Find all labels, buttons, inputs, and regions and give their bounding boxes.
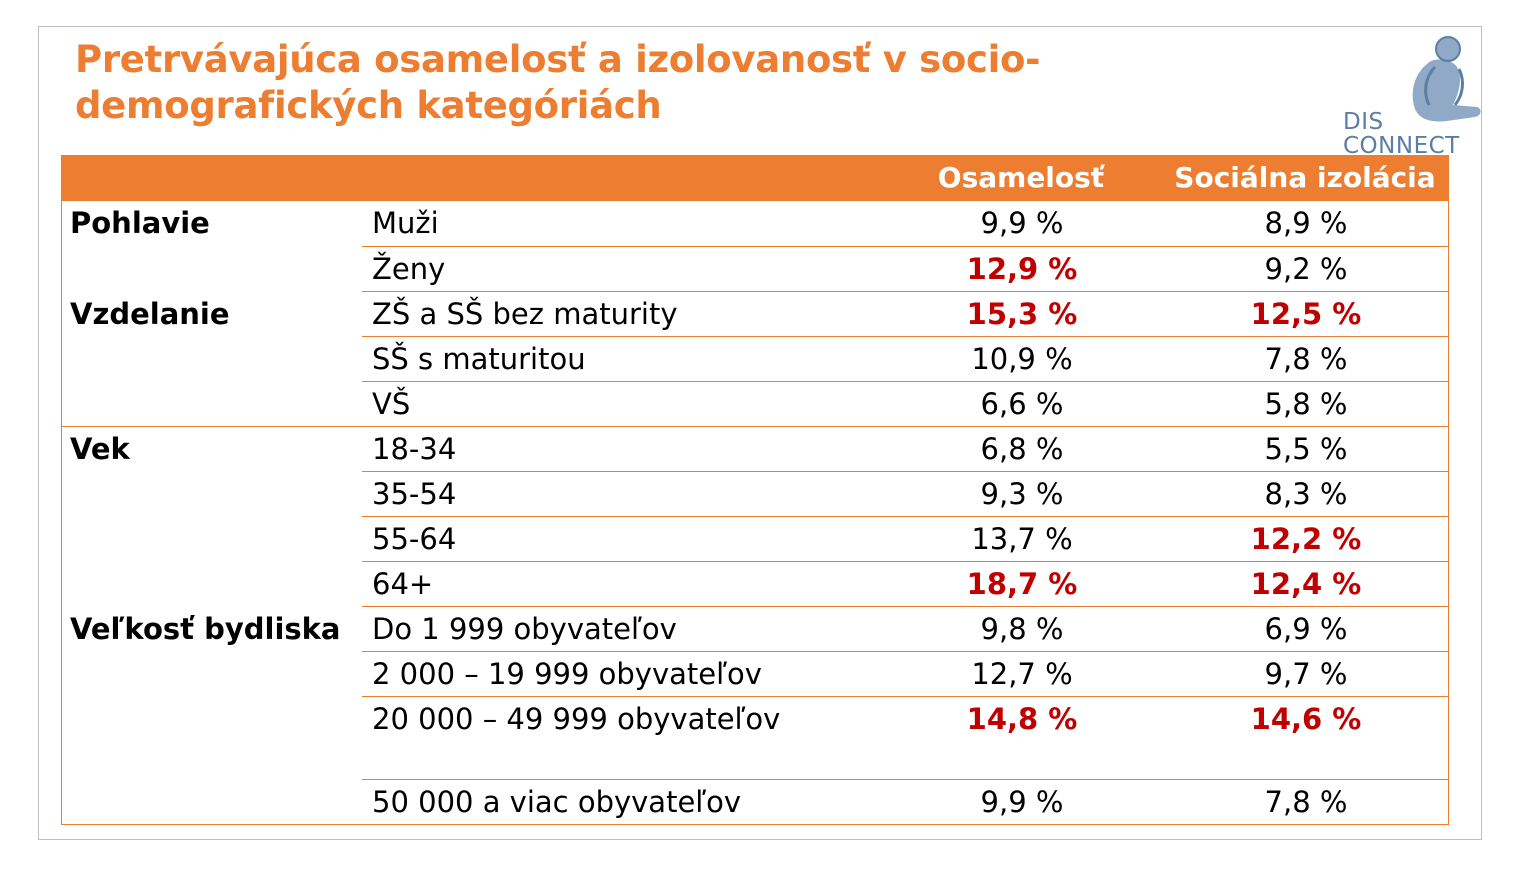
table-row: 50 000 a viac obyvateľov 9,9 % 7,8 % — [62, 778, 1448, 824]
row-category: Pohlavie — [70, 206, 210, 240]
column-header-osamelost: Osamelosť — [937, 161, 1105, 194]
cell-izolacia: 8,9 % — [1264, 206, 1348, 240]
row-category: Veľkosť bydliska — [70, 612, 341, 646]
row-subcategory: 50 000 a viac obyvateľov — [372, 785, 742, 819]
row-category: Vzdelanie — [70, 297, 230, 331]
table-row: Vzdelanie ZŠ a SŠ bez maturity 15,3 % 12,5 … — [62, 290, 1448, 336]
cell-izolacia: 7,8 % — [1264, 785, 1348, 819]
disconnect-logo: DIS CONNECT — [1335, 31, 1485, 171]
row-subcategory: 35-54 — [372, 477, 457, 511]
column-header-izolacia: Sociálna izolácia — [1174, 161, 1436, 194]
cell-osamelost: 9,3 % — [980, 477, 1064, 511]
table-body: Pohlavie Muži 9,9 % 8,9 % Ženy 12,9 % 9,2 % Vzd… — [61, 201, 1449, 825]
cell-osamelost: 12,7 % — [971, 657, 1073, 691]
row-subcategory: Do 1 999 obyvateľov — [372, 612, 677, 646]
table-row: Ženy 12,9 % 9,2 % — [62, 245, 1448, 291]
row-subcategory: 64+ — [372, 567, 434, 601]
cell-osamelost: 14,8 % — [966, 702, 1078, 736]
hugging-figure-icon — [1412, 36, 1481, 122]
row-subcategory: 2 000 – 19 999 obyvateľov — [372, 657, 762, 691]
row-subcategory: Ženy — [372, 252, 446, 286]
table-row: Vek 18-34 6,8 % 5,5 % — [62, 426, 1448, 471]
table-row: 64+ 18,7 % 12,4 % — [62, 560, 1448, 606]
cell-izolacia: 12,2 % — [1250, 522, 1362, 556]
cell-izolacia: 12,4 % — [1250, 567, 1362, 601]
row-subcategory: 55-64 — [372, 522, 457, 556]
data-table: Osamelosť Sociálna izolácia Pohlavie Muži… — [61, 155, 1449, 825]
logo-text-line2: CONNECT — [1343, 133, 1460, 159]
cell-osamelost: 6,8 % — [980, 432, 1064, 466]
cell-osamelost: 6,6 % — [980, 387, 1064, 421]
cell-izolacia: 9,7 % — [1264, 657, 1348, 691]
cell-osamelost: 15,3 % — [966, 297, 1078, 331]
table-row: 55-64 13,7 % 12,2 % — [62, 515, 1448, 561]
row-subcategory: 18-34 — [372, 432, 457, 466]
table-row: 35-54 9,3 % 8,3 % — [62, 470, 1448, 516]
cell-izolacia: 5,8 % — [1264, 387, 1348, 421]
table-row: VŠ 6,6 % 5,8 % — [62, 380, 1448, 426]
table-header: Osamelosť Sociálna izolácia — [61, 155, 1449, 201]
table-row: 2 000 – 19 999 obyvateľov 12,7 % 9,7 % — [62, 650, 1448, 696]
row-subcategory: SŠ s maturitou — [372, 342, 586, 376]
cell-izolacia: 14,6 % — [1250, 702, 1362, 736]
table-row: SŠ s maturitou 10,9 % 7,8 % — [62, 335, 1448, 381]
cell-izolacia: 12,5 % — [1250, 297, 1362, 331]
cell-izolacia: 8,3 % — [1264, 477, 1348, 511]
row-subcategory: ZŠ a SŠ bez maturity — [372, 297, 678, 331]
table-row: 20 000 – 49 999 obyvateľov 14,8 % 14,6 % — [62, 695, 1448, 779]
cell-osamelost: 9,9 % — [980, 206, 1064, 240]
row-subcategory: Muži — [372, 206, 439, 240]
cell-osamelost: 18,7 % — [966, 567, 1078, 601]
table-row: Pohlavie Muži 9,9 % 8,9 % — [62, 201, 1448, 246]
table-row: Veľkosť bydliska Do 1 999 obyvateľov 9,8 %… — [62, 605, 1448, 651]
cell-osamelost: 13,7 % — [971, 522, 1073, 556]
row-subcategory: 20 000 – 49 999 obyvateľov — [372, 702, 781, 736]
cell-osamelost: 12,9 % — [966, 252, 1078, 286]
row-subcategory: VŠ — [372, 387, 411, 421]
cell-izolacia: 6,9 % — [1264, 612, 1348, 646]
page-title: Pretrvávajúca osamelosť a izolovanosť v … — [75, 38, 1041, 127]
cell-izolacia: 7,8 % — [1264, 342, 1348, 376]
logo-text-line1: DIS — [1343, 109, 1384, 135]
cell-osamelost: 9,9 % — [980, 785, 1064, 819]
row-category: Vek — [70, 432, 130, 466]
slide: Pretrvávajúca osamelosť a izolovanosť v … — [38, 26, 1482, 840]
cell-izolacia: 5,5 % — [1264, 432, 1348, 466]
cell-izolacia: 9,2 % — [1264, 252, 1348, 286]
cell-osamelost: 10,9 % — [971, 342, 1073, 376]
cell-osamelost: 9,8 % — [980, 612, 1064, 646]
